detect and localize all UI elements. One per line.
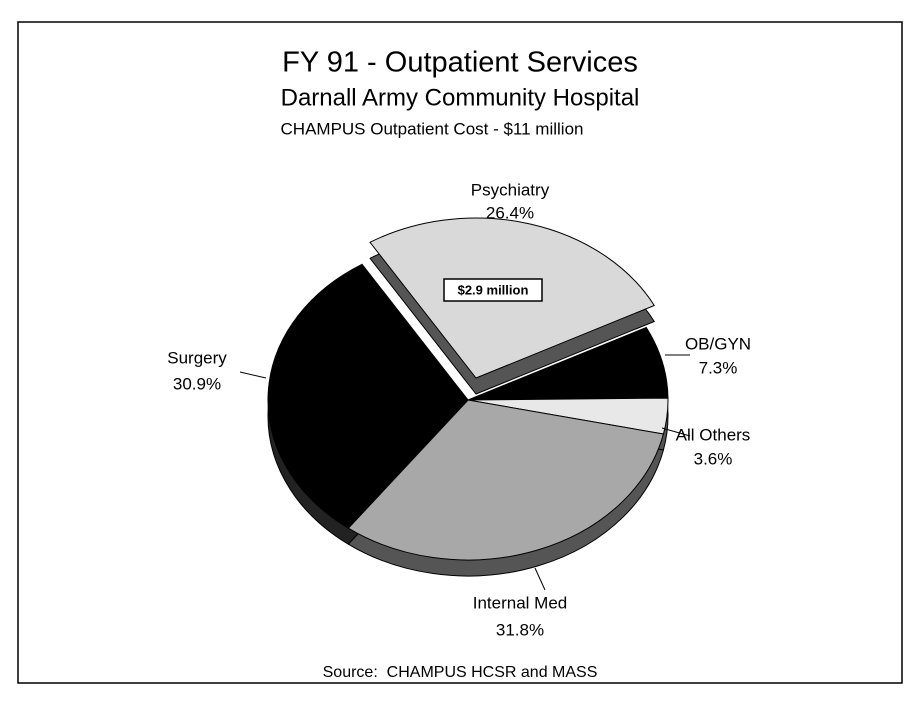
chart-title: FY 91 - Outpatient Services xyxy=(282,47,638,79)
slice-label: Internal Med xyxy=(473,593,568,612)
slice-value-label: 31.8% xyxy=(496,620,544,639)
slice-label: Psychiatry xyxy=(471,180,550,199)
leader-line xyxy=(239,371,267,379)
slice-label: Surgery xyxy=(167,348,227,367)
slice-value-label: 30.9% xyxy=(173,374,221,393)
source-note: Source: CHAMPUS HCSR and MASS xyxy=(323,664,598,681)
leader-line xyxy=(534,567,546,591)
chart-subtitle: CHAMPUS Outpatient Cost - $11 million xyxy=(281,119,584,138)
leader-line xyxy=(661,427,691,437)
slice-label: OB/GYN xyxy=(685,334,751,353)
slice-value-label: 7.3% xyxy=(699,358,738,377)
slice-label: All Others xyxy=(676,425,751,444)
chart-subtitle: Darnall Army Community Hospital xyxy=(281,84,640,111)
annotation-box xyxy=(443,278,543,302)
slice xyxy=(347,399,665,561)
annotation: $2.9 million xyxy=(458,282,529,297)
slice-value-label: 3.6% xyxy=(694,449,733,468)
slice-value-label: 26.4% xyxy=(486,203,534,222)
slice xyxy=(267,263,469,529)
